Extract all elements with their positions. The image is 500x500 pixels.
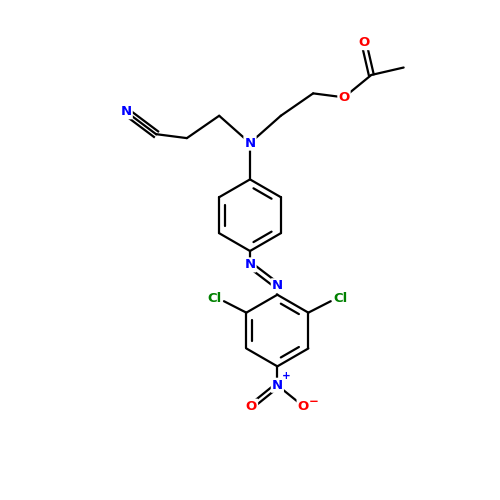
- Text: N: N: [272, 280, 283, 292]
- Text: Cl: Cl: [334, 292, 348, 305]
- Text: N: N: [120, 106, 132, 118]
- Text: +: +: [282, 372, 290, 382]
- Text: N: N: [244, 136, 256, 149]
- Text: O: O: [246, 400, 257, 412]
- Text: N: N: [244, 258, 256, 272]
- Text: Cl: Cl: [207, 292, 221, 305]
- Text: O: O: [298, 400, 309, 412]
- Text: N: N: [272, 378, 283, 392]
- Text: O: O: [338, 91, 349, 104]
- Text: O: O: [358, 36, 370, 49]
- Text: −: −: [309, 394, 319, 407]
